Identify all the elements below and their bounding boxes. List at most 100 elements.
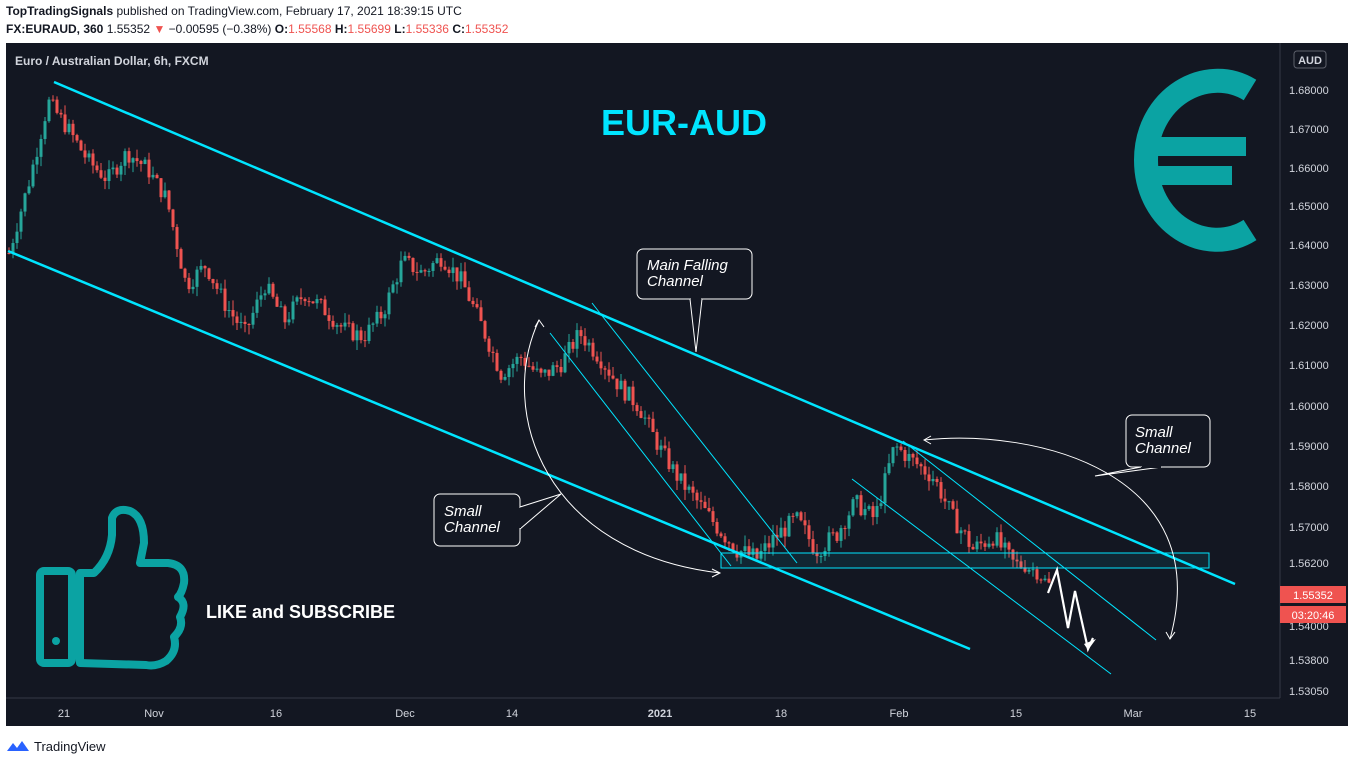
main-channel-upper-line[interactable]	[53, 80, 1236, 586]
small-channel-right-callout-pointer	[1094, 466, 1163, 477]
candle-body	[919, 464, 923, 467]
y-tick-label: 1.61000	[1289, 360, 1329, 372]
candle-body	[503, 376, 507, 380]
candle-body	[679, 473, 683, 481]
candle-body	[303, 299, 307, 302]
candle-body	[267, 283, 271, 294]
candle-body	[927, 474, 931, 482]
candle-body	[215, 283, 219, 289]
candle-body	[643, 417, 647, 419]
candle-body	[1043, 578, 1047, 581]
candle-body	[795, 512, 799, 517]
candle-body	[371, 323, 375, 325]
candle-body	[975, 541, 979, 550]
candle-body	[763, 543, 767, 551]
candle-body	[311, 301, 315, 304]
candle-body	[11, 243, 15, 254]
time-axis[interactable]	[6, 698, 1280, 726]
candle-body	[203, 265, 207, 269]
candle-body	[555, 365, 559, 367]
x-tick-label: 16	[270, 708, 282, 720]
small-channel-left-label-1: Small	[444, 503, 482, 520]
candle-body	[351, 323, 355, 341]
footer-brand[interactable]: TradingView	[34, 738, 106, 754]
chart-area[interactable]: 1.68000 1.67000 1.66000 1.65000 1.64000 1.630…	[6, 43, 1348, 726]
small-channel-left-lower[interactable]	[549, 332, 732, 567]
candle-body	[787, 515, 791, 537]
candle-body	[7, 253, 11, 254]
currency-badge-label: AUD	[1298, 55, 1322, 67]
candle-body	[31, 164, 35, 187]
candle-body	[391, 284, 395, 293]
candle-body	[239, 321, 243, 323]
candle-body	[495, 352, 499, 371]
candle-body	[583, 336, 587, 346]
candle-body	[119, 165, 123, 175]
candle-body	[175, 227, 179, 250]
candle-body	[275, 296, 279, 307]
candle-body	[623, 380, 627, 401]
candle-body	[611, 375, 615, 379]
candle-body	[859, 495, 863, 516]
candle-body	[539, 368, 543, 373]
candle-body	[743, 546, 747, 552]
publisher-name[interactable]: TopTradingSignals	[6, 4, 114, 18]
small-channel-right-callout[interactable]	[1125, 414, 1211, 468]
candle-body	[251, 312, 255, 325]
candle-body	[375, 311, 379, 324]
currency-badge[interactable]	[1293, 50, 1327, 69]
candle-body	[799, 512, 803, 521]
candle-body	[127, 151, 131, 163]
candle-body	[843, 528, 847, 530]
candle-body	[151, 174, 155, 178]
candle-body	[887, 463, 891, 474]
pair-label: EUR-AUD	[601, 102, 767, 143]
support-zone-box[interactable]	[720, 552, 1210, 569]
candle-body	[971, 546, 975, 550]
candle-body	[551, 365, 555, 376]
candle-body	[891, 447, 895, 464]
candle-body	[895, 446, 899, 448]
candle-body	[831, 532, 835, 534]
y-tick-label: 1.54000	[1289, 621, 1329, 633]
small-channel-right-lower[interactable]	[851, 478, 1112, 675]
candle-body	[423, 270, 427, 272]
candle-body	[35, 156, 39, 165]
candle-body	[319, 299, 323, 301]
x-tick-label: Nov	[144, 708, 164, 720]
candle-body	[879, 503, 883, 507]
candle-body	[755, 548, 759, 559]
y-tick-label: 1.66000	[1289, 163, 1329, 175]
candle-body	[159, 178, 163, 198]
candle-body	[71, 123, 75, 136]
candle-body	[875, 506, 879, 518]
candle-body	[435, 258, 439, 264]
candle-body	[947, 501, 951, 503]
right-arrow-head-icon	[922, 435, 932, 445]
main-channel-lower-line[interactable]	[7, 249, 971, 651]
like-subscribe-text: LIKE and SUBSCRIBE	[206, 602, 395, 622]
candle-body	[407, 255, 411, 258]
candle-body	[791, 515, 795, 517]
candle-body	[579, 330, 583, 337]
candle-body	[1027, 569, 1031, 572]
candle-body	[699, 500, 703, 502]
candle-body	[547, 369, 551, 376]
candle-body	[399, 260, 403, 283]
candle-body	[191, 286, 195, 290]
candle-body	[507, 368, 511, 377]
candle-body	[83, 150, 87, 158]
candle-body	[543, 369, 547, 373]
small-channel-left-upper[interactable]	[591, 302, 798, 564]
tradingview-logo-icon[interactable]	[6, 738, 30, 754]
y-tick-label: 1.53800	[1289, 655, 1329, 667]
candle-body	[43, 121, 47, 139]
candle-body	[467, 287, 471, 301]
candle-body	[907, 453, 911, 461]
small-channel-left-label-2: Channel	[444, 519, 501, 536]
candle-body	[463, 271, 467, 288]
small-channel-right-upper[interactable]	[902, 440, 1157, 641]
candle-body	[667, 448, 671, 470]
candle-body	[1011, 549, 1015, 560]
down-arrow-icon: ▼	[153, 22, 166, 36]
